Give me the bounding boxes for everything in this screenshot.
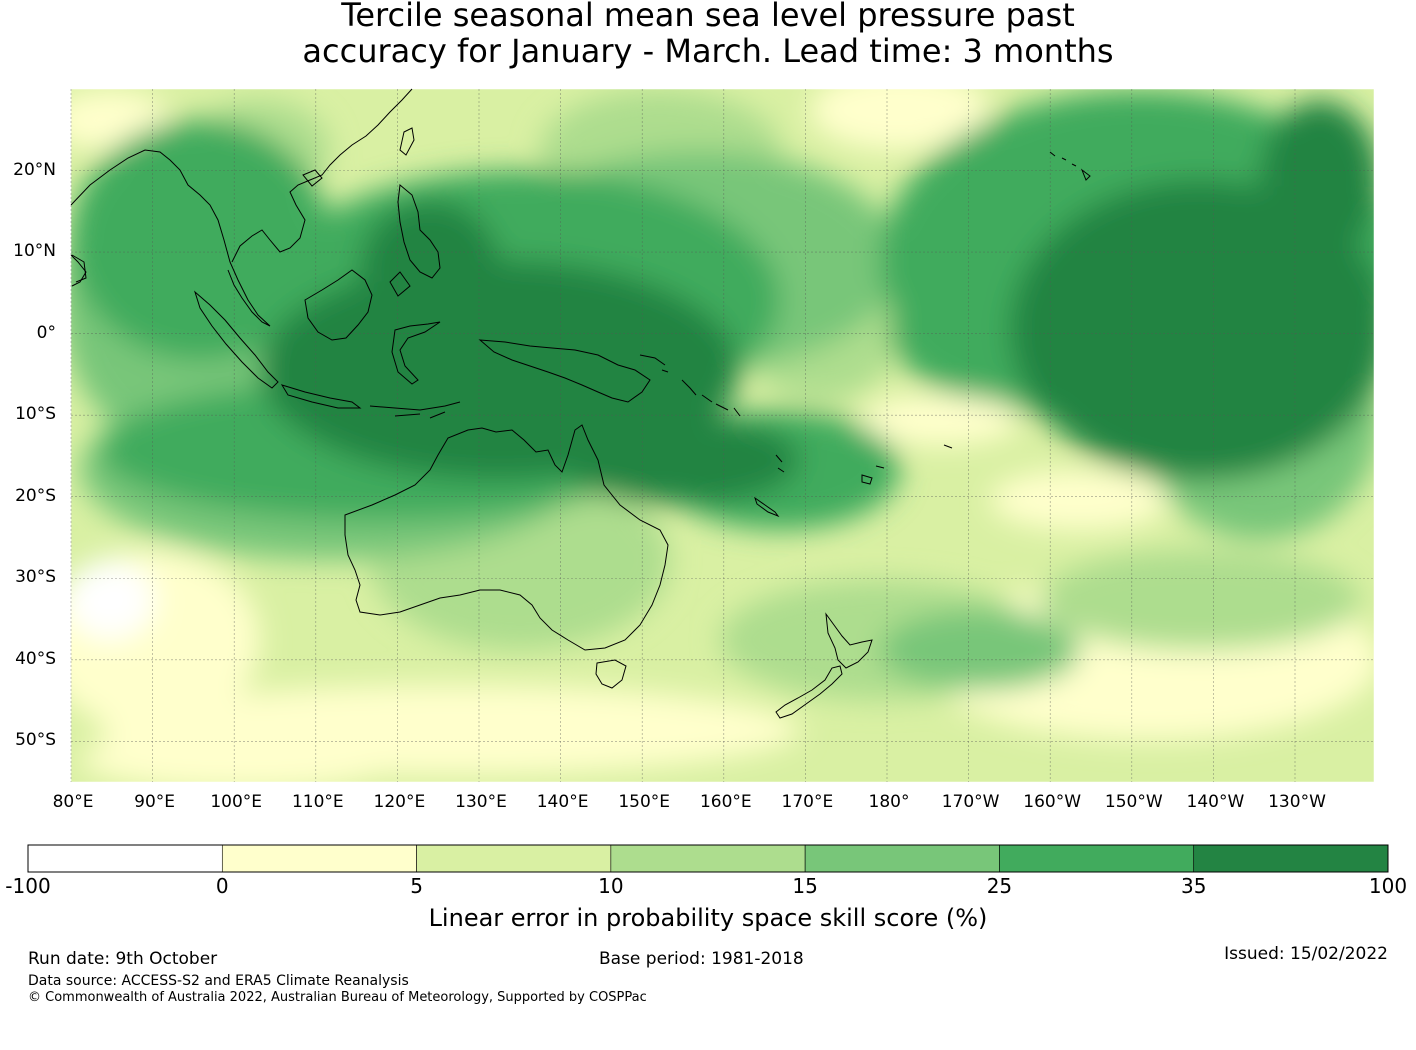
longitude-label: 160°E bbox=[699, 792, 752, 812]
base-period: Base period: 1981-2018 bbox=[599, 949, 804, 969]
java-coastline bbox=[280, 384, 362, 409]
latitude-label: 20°S bbox=[15, 485, 56, 506]
coastlines bbox=[70, 88, 1091, 719]
sulawesi-coastline bbox=[391, 321, 441, 385]
colorbar-tick-label: 35 bbox=[1180, 874, 1207, 898]
longitude-label: 170°E bbox=[781, 792, 834, 812]
colorbar-segment bbox=[221, 844, 417, 873]
colorbar-tick-label: 5 bbox=[410, 874, 423, 898]
hawaii bbox=[1049, 151, 1091, 181]
colorbar-segment bbox=[416, 844, 612, 873]
latitude-label: 20°N bbox=[13, 159, 56, 180]
longitude-label: 150°E bbox=[618, 792, 671, 812]
skill-field bbox=[71, 89, 1374, 782]
latitude-label: 10°N bbox=[13, 241, 56, 262]
colorbar-tick-label: 15 bbox=[792, 874, 818, 898]
australia-coastline bbox=[344, 424, 669, 651]
new-zealand-north-island bbox=[825, 612, 873, 669]
longitude-label: 170°W bbox=[941, 792, 1000, 812]
longitude-label: 150°W bbox=[1104, 792, 1163, 812]
borneo-coastline bbox=[304, 269, 373, 341]
new-guinea-coastline bbox=[478, 339, 651, 403]
latitude-label: 40°S bbox=[15, 648, 56, 669]
longitude-label: 90°E bbox=[134, 792, 176, 812]
new-caledonia bbox=[754, 496, 780, 518]
longitude-label: 110°E bbox=[291, 792, 344, 812]
tasmania-coastline bbox=[595, 659, 627, 689]
longitude-label: 160°W bbox=[1023, 792, 1082, 812]
sumatra-coastline bbox=[193, 290, 279, 389]
taiwan-coastline bbox=[399, 127, 415, 156]
latitude-label: 0° bbox=[36, 322, 56, 343]
vanuatu bbox=[775, 454, 785, 473]
solomon-islands bbox=[681, 379, 741, 417]
colorbar-tick-label: 10 bbox=[598, 874, 624, 898]
india-coastline bbox=[70, 254, 87, 287]
chart-title-line-2: accuracy for January - March. Lead time:… bbox=[302, 32, 1114, 70]
samoa bbox=[943, 444, 953, 449]
latitude-label: 30°S bbox=[15, 567, 56, 588]
colorbar-tick-label: -100 bbox=[5, 874, 51, 898]
longitude-label: 130°E bbox=[455, 792, 507, 812]
copyright: © Commonwealth of Australia 2022, Austra… bbox=[28, 990, 647, 1005]
bismarck-islands bbox=[639, 354, 669, 373]
run-date: Run date: 9th October bbox=[28, 949, 218, 969]
longitude-label: 180° bbox=[868, 792, 910, 812]
longitude-label: 100°E bbox=[210, 792, 263, 812]
colorbar-outline bbox=[27, 844, 1389, 873]
latitude-label: 50°S bbox=[15, 730, 56, 751]
longitude-label: 120°E bbox=[373, 792, 426, 812]
sri-lanka-coastline bbox=[71, 254, 87, 283]
hainan-coastline bbox=[302, 169, 323, 187]
colorbar-segment bbox=[999, 844, 1195, 873]
colorbar-segment bbox=[1193, 844, 1389, 873]
philippines-coastline bbox=[389, 184, 441, 297]
lesser-sunda-islands bbox=[369, 401, 461, 419]
colorbar-tick-label: 25 bbox=[986, 874, 1013, 898]
colorbar-tick-label: 100 bbox=[1368, 874, 1408, 898]
asia-mainland-coastline bbox=[70, 88, 413, 327]
issued-date: Issued: 15/02/2022 bbox=[1224, 944, 1388, 964]
colorbar-tick-label: 0 bbox=[215, 874, 229, 898]
chart-title-line-1: Tercile seasonal mean sea level pressure… bbox=[341, 0, 1075, 34]
longitude-label: 130°W bbox=[1268, 792, 1326, 812]
latitude-label: 10°S bbox=[15, 404, 56, 425]
data-source: Data source: ACCESS-S2 and ERA5 Climate … bbox=[28, 973, 409, 989]
colorbar-title: Linear error in probability space skill … bbox=[428, 904, 988, 932]
longitude-label: 80°E bbox=[52, 792, 94, 812]
colorbar-segment bbox=[610, 844, 806, 873]
longitude-label: 140°W bbox=[1186, 792, 1245, 812]
colorbar-segment bbox=[804, 844, 1000, 873]
fiji bbox=[861, 465, 885, 485]
graticule bbox=[70, 89, 1374, 782]
new-zealand-south-island bbox=[775, 665, 843, 719]
colorbar-segment bbox=[27, 844, 223, 873]
longitude-label: 140°E bbox=[536, 792, 589, 812]
